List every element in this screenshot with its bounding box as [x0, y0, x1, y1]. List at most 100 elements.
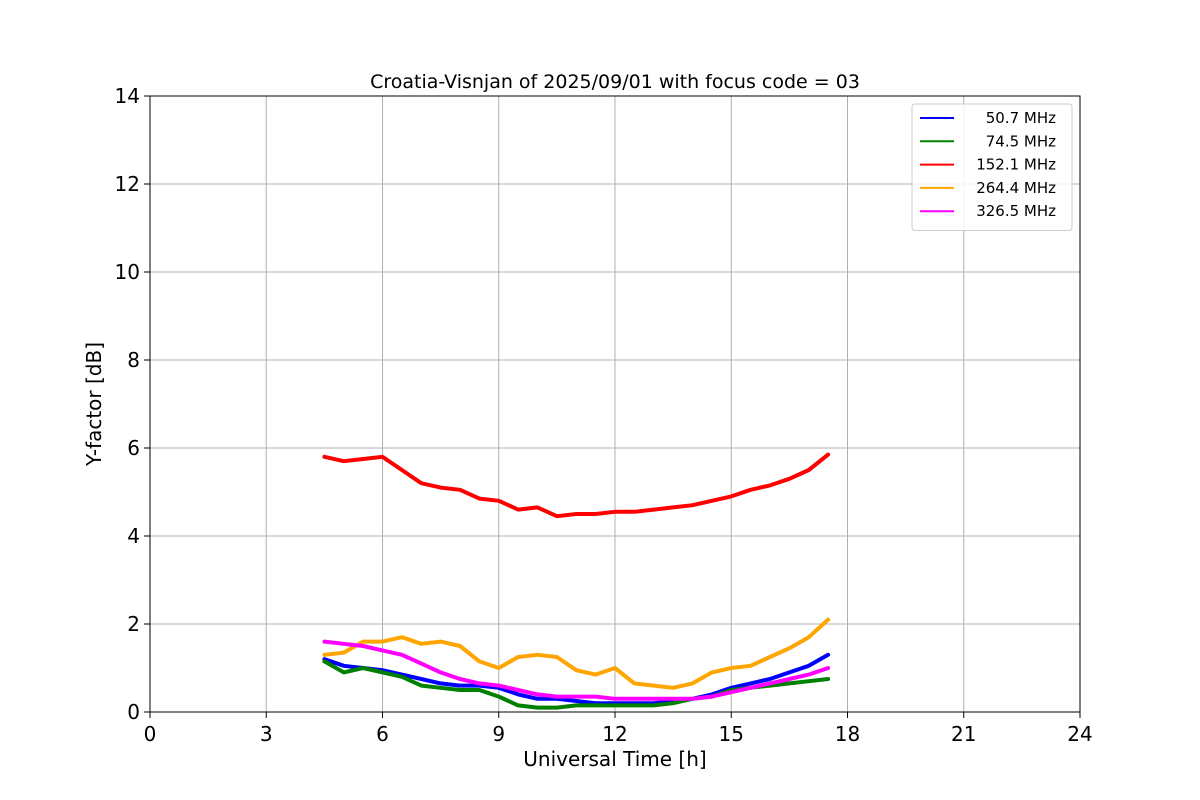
data-point-74-5-mhz [807, 679, 811, 683]
data-point-152-1-mhz [613, 510, 617, 514]
data-point-326-5-mhz [574, 695, 578, 699]
data-point-50-7-mhz [768, 677, 772, 681]
data-point-152-1-mhz [671, 505, 675, 509]
data-point-74-5-mhz [477, 688, 481, 692]
chart-title: Croatia-Visnjan of 2025/09/01 with focus… [370, 71, 860, 93]
data-point-264-4-mhz [749, 664, 753, 668]
data-point-74-5-mhz [652, 703, 656, 707]
x-tick-label: 24 [1067, 722, 1092, 746]
data-point-74-5-mhz [632, 703, 636, 707]
data-point-152-1-mhz [749, 488, 753, 492]
data-point-74-5-mhz [787, 681, 791, 685]
data-point-326-5-mhz [400, 653, 404, 657]
legend-label: 74.5 MHz [986, 132, 1056, 150]
data-point-264-4-mhz [807, 635, 811, 639]
data-point-326-5-mhz [613, 697, 617, 701]
data-point-326-5-mhz [691, 697, 694, 701]
data-point-152-1-mhz [729, 494, 733, 498]
data-point-50-7-mhz [807, 664, 811, 668]
data-point-264-4-mhz [613, 666, 617, 670]
data-point-326-5-mhz [768, 681, 772, 685]
data-point-50-7-mhz [826, 653, 830, 657]
data-point-326-5-mhz [477, 681, 481, 685]
series-lines [322, 452, 831, 710]
legend: 50.7 MHz 74.5 MHz 152.1 MHz 264.4 MHz 326.5 … [911, 103, 1073, 231]
data-point-326-5-mhz [652, 697, 656, 701]
data-point-264-4-mhz [419, 642, 423, 646]
data-point-326-5-mhz [632, 697, 636, 701]
x-axis-label: Universal Time [h] [523, 747, 706, 771]
data-point-152-1-mhz [652, 508, 656, 512]
data-point-152-1-mhz [807, 468, 811, 472]
data-point-74-5-mhz [458, 688, 462, 692]
data-point-74-5-mhz [419, 684, 423, 688]
data-point-264-4-mhz [497, 666, 501, 670]
data-point-152-1-mhz [400, 468, 404, 472]
data-point-74-5-mhz [555, 706, 559, 710]
y-tick-label: 6 [127, 436, 140, 460]
data-point-50-7-mhz [574, 699, 578, 703]
legend-label: 50.7 MHz [986, 109, 1056, 127]
data-point-152-1-mhz [632, 510, 636, 514]
data-point-326-5-mhz [322, 640, 326, 644]
x-tick-label: 9 [492, 722, 505, 746]
x-tick-label: 0 [144, 722, 157, 746]
data-point-264-4-mhz [594, 673, 598, 677]
data-point-326-5-mhz [594, 695, 598, 699]
data-point-152-1-mhz [555, 514, 559, 518]
data-point-152-1-mhz [477, 497, 481, 501]
y-tick-label: 2 [127, 612, 140, 636]
data-point-326-5-mhz [342, 642, 346, 646]
data-point-74-5-mhz [574, 703, 578, 707]
data-point-74-5-mhz [381, 670, 384, 674]
data-point-152-1-mhz [768, 483, 772, 487]
data-point-152-1-mhz [574, 512, 578, 516]
data-point-152-1-mhz [458, 488, 462, 492]
data-point-74-5-mhz [361, 666, 365, 670]
data-point-264-4-mhz [516, 655, 520, 659]
x-tick-label: 18 [835, 722, 860, 746]
data-point-264-4-mhz [652, 684, 656, 688]
data-point-152-1-mhz [439, 486, 443, 490]
data-point-264-4-mhz [768, 655, 772, 659]
data-point-326-5-mhz [555, 695, 559, 699]
data-point-326-5-mhz [419, 662, 423, 666]
data-point-326-5-mhz [361, 644, 365, 648]
data-point-152-1-mhz [516, 508, 520, 512]
data-point-50-7-mhz [516, 692, 520, 696]
data-point-264-4-mhz [381, 640, 384, 644]
data-point-50-7-mhz [536, 697, 539, 701]
data-point-326-5-mhz [787, 677, 791, 681]
y-tick-label: 4 [127, 524, 140, 548]
data-point-152-1-mhz [787, 477, 791, 481]
data-point-152-1-mhz [342, 459, 346, 463]
data-point-326-5-mhz [671, 697, 675, 701]
data-point-264-4-mhz [632, 681, 636, 685]
data-point-152-1-mhz [361, 457, 365, 461]
x-tick-label: 3 [260, 722, 273, 746]
data-point-326-5-mhz [497, 684, 501, 688]
x-tick-label: 15 [719, 722, 744, 746]
data-point-326-5-mhz [749, 686, 753, 690]
legend-label: 326.5 MHz [976, 202, 1056, 220]
y-axis-label: Y-factor [dB] [82, 342, 106, 467]
x-tick-label: 6 [376, 722, 389, 746]
data-point-152-1-mhz [691, 503, 694, 507]
data-point-264-4-mhz [729, 666, 733, 670]
data-point-74-5-mhz [322, 659, 326, 663]
data-point-326-5-mhz [458, 677, 462, 681]
data-point-264-4-mhz [671, 686, 675, 690]
y-tick-label: 8 [127, 348, 140, 372]
legend-label: 152.1 MHz [976, 156, 1056, 174]
data-point-50-7-mhz [749, 681, 753, 685]
data-point-152-1-mhz [536, 505, 539, 509]
data-point-74-5-mhz [536, 706, 539, 710]
series-line-152-1-mhz [322, 452, 831, 519]
data-point-326-5-mhz [381, 648, 384, 652]
data-point-326-5-mhz [536, 692, 539, 696]
data-point-264-4-mhz [439, 640, 443, 644]
data-point-152-1-mhz [497, 499, 501, 503]
data-point-264-4-mhz [458, 644, 462, 648]
